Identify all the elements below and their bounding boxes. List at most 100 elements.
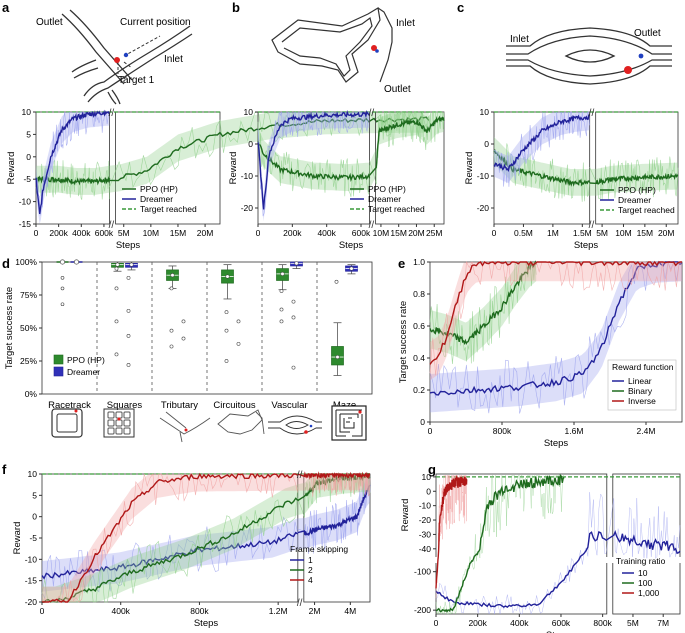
series-10-line <box>435 530 681 608</box>
y-tick-label: 0.8 <box>413 289 425 299</box>
legend-label: 4 <box>308 575 313 585</box>
y-tick-label: -10 <box>19 197 32 207</box>
y-tick-label: 10 <box>28 469 38 479</box>
series-dreamer-l-band <box>258 112 370 222</box>
legend-label: Binary <box>628 386 653 396</box>
series-dreamer-l-band <box>36 112 110 224</box>
vessel-wall-a8 <box>111 89 121 105</box>
box-outlier <box>291 315 296 320</box>
box-outlier <box>169 328 174 333</box>
current-marker-b <box>375 49 379 53</box>
x-tick-label: 25M <box>426 228 443 238</box>
y-axis-label: Reward <box>228 152 239 185</box>
current-marker-c <box>638 53 644 59</box>
series-100-line <box>435 473 565 614</box>
box-outlier <box>169 344 174 349</box>
x-tick-label: 2M <box>309 606 321 616</box>
series-inverse-band <box>430 262 682 381</box>
y-tick-label: 0% <box>25 389 38 399</box>
y-tick-label: 10 <box>422 472 432 482</box>
legend-label: 2 <box>308 565 313 575</box>
panel-letter-f: f <box>2 462 7 477</box>
x-tick-label: 1.5M <box>573 228 592 238</box>
box-outlier <box>114 352 119 357</box>
y-tick-label: 1.0 <box>413 257 425 267</box>
y-tick-label: 5 <box>26 129 31 139</box>
outlet-label-b: Outlet <box>384 84 411 95</box>
y-axis-label: Reward <box>12 522 23 555</box>
axis-break-bottom: // <box>109 220 115 231</box>
current-marker-a <box>123 52 129 58</box>
legend-title: Reward function <box>612 362 674 372</box>
inlet-label-c: Inlet <box>510 34 529 45</box>
legend-label: Linear <box>628 376 652 386</box>
box-outlier <box>224 359 229 363</box>
inlet-label-a: Inlet <box>164 54 183 65</box>
vessel-wall-a4 <box>87 33 193 103</box>
x-tick-label: 0 <box>256 228 261 238</box>
box-mean <box>294 261 299 266</box>
box-outlier <box>279 319 284 324</box>
box-outlier <box>236 341 241 346</box>
y-tick-label: -5 <box>29 533 37 543</box>
category-label: Vascular <box>271 400 307 411</box>
vessel-wall-a7 <box>107 91 117 105</box>
legend-label: Target reached <box>368 204 425 214</box>
vessel-diagram-a <box>61 9 193 105</box>
y-tick-label: 0 <box>32 512 37 522</box>
box-outlier <box>224 328 229 333</box>
category-label: Circuitous <box>213 400 255 411</box>
x-tick-label: 600k <box>95 228 114 238</box>
outlet-label-c: Outlet <box>634 28 661 39</box>
series-10-raw <box>435 492 681 615</box>
panel-letter-g: g <box>428 462 436 477</box>
legend-swatch <box>53 354 64 365</box>
legend-title: Frame skipping <box>290 544 348 554</box>
x-axis-label: Steps <box>546 630 571 633</box>
y-tick-label: -5 <box>23 174 31 184</box>
legend-label: 10 <box>638 568 648 578</box>
panel-letter-b: b <box>232 0 240 15</box>
box-mean <box>280 271 285 276</box>
thumb-squares <box>103 408 135 438</box>
x-axis-label: Steps <box>194 618 219 629</box>
legend-label: Target reached <box>618 205 675 215</box>
series-dreamer-l-raw <box>493 111 590 187</box>
vessel-wall-c2 <box>506 35 672 55</box>
box-mean <box>74 259 80 265</box>
y-tick-label: -15 <box>25 576 38 586</box>
y-tick-label: -20 <box>25 597 38 607</box>
legend-label: PPO (HP) <box>67 355 105 365</box>
series-2-l-band <box>42 484 298 602</box>
box-outlier <box>114 319 119 324</box>
x-tick-label: 0 <box>492 228 497 238</box>
axis-break-bottom: // <box>589 220 595 231</box>
box-outlier <box>114 266 119 271</box>
series-dreamer-l-line <box>257 110 370 210</box>
box-outlier <box>60 276 65 280</box>
x-tick-label: 20M <box>197 228 214 238</box>
chart-e: 0 0.2 0.4 0.6 0.8 1.0 0 800k 1.6M 2.4M Steps Target… <box>398 257 683 449</box>
vessel-wall-a5 <box>71 59 97 73</box>
legend-label: 100 <box>638 578 652 588</box>
environment-thumbnails <box>51 405 367 443</box>
series-1000-raw <box>435 475 467 599</box>
x-tick-label: 800k <box>593 618 612 628</box>
axis-break-top: // <box>109 108 115 119</box>
y-tick-label: 0.2 <box>413 385 425 395</box>
box-mean <box>170 273 175 278</box>
series-linear-line <box>429 260 683 396</box>
y-axis-label: Reward <box>464 152 475 185</box>
x-tick-label: 15M <box>637 228 654 238</box>
vessel-wall-c5 <box>564 49 616 63</box>
y-tick-label: 100% <box>15 257 37 267</box>
y-tick-label: -20 <box>419 515 432 525</box>
y-tick-label: -15 <box>19 219 32 229</box>
box-outlier <box>236 319 241 324</box>
x-tick-label: 600k <box>352 228 371 238</box>
series-ppo-hp--r-raw <box>109 110 430 189</box>
vessel-wall-c4 <box>506 65 672 85</box>
y-tick-label: 10 <box>244 107 254 117</box>
